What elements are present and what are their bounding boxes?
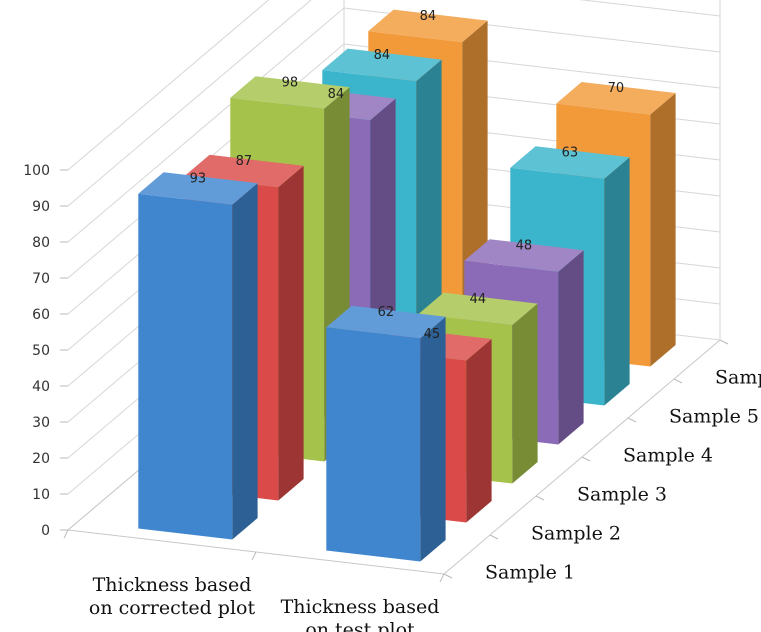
- data-label: 62: [378, 305, 395, 320]
- series-axis-label: Sample 5: [669, 406, 759, 428]
- bar-top: [138, 172, 258, 205]
- category-label-line: Thickness based: [281, 596, 440, 618]
- data-label: 44: [470, 292, 487, 307]
- bar-top: [326, 305, 446, 339]
- data-label: 84: [328, 87, 345, 102]
- series-tick: [489, 534, 499, 540]
- category-tick: [251, 551, 257, 561]
- bar: [138, 172, 258, 540]
- bar-side: [558, 250, 584, 445]
- bars: [138, 9, 676, 562]
- gridline: [67, 0, 270, 171]
- y-tick-label: 20: [32, 451, 50, 467]
- series-axis-label: Sample 1: [485, 562, 575, 584]
- data-label: 98: [282, 75, 299, 90]
- y-tick-label: 10: [32, 487, 50, 503]
- data-label: 84: [374, 48, 391, 63]
- category-tick: [63, 529, 69, 539]
- series-axis-labels: Sample 1 Sample 2 Sample 3 Sample 4 Sample 5…: [485, 367, 761, 584]
- y-tick-label: 40: [32, 379, 50, 395]
- bar-top: [368, 9, 488, 43]
- series-tick: [443, 573, 453, 579]
- data-label: 45: [424, 327, 441, 342]
- bar-side: [604, 157, 630, 406]
- data-label: 84: [420, 9, 437, 24]
- data-label: 87: [236, 154, 253, 169]
- series-tick: [581, 456, 591, 462]
- bar: [326, 305, 446, 562]
- y-tick-label: 70: [32, 271, 50, 287]
- series-tick: [535, 495, 545, 501]
- category-label: Thickness based on corrected plot: [89, 574, 256, 619]
- y-tick-label: 30: [32, 415, 50, 431]
- bar-side: [278, 165, 304, 501]
- data-labels: 84 70 84 63 84 48 98 44 87 45 93 62: [190, 9, 625, 342]
- series-tick: [719, 339, 729, 345]
- y-tick-label: 0: [41, 523, 50, 539]
- bar-side: [650, 93, 676, 367]
- y-tick-label: 80: [32, 235, 50, 251]
- y-tick-label: 50: [32, 343, 50, 359]
- bar-front: [326, 327, 421, 562]
- bar-top: [322, 48, 442, 82]
- bar-side: [420, 316, 446, 562]
- data-label: 48: [516, 238, 533, 253]
- series-axis-label: Sample 6: [715, 367, 761, 389]
- category-label: Thickness based on test plot: [281, 596, 440, 632]
- bar-side: [466, 339, 492, 523]
- series-axis-label: Sample 2: [531, 523, 621, 545]
- series-axis-label: Sample 3: [577, 484, 667, 506]
- series-tick: [673, 378, 683, 384]
- bar-side: [232, 183, 258, 540]
- series-axis-label: Sample 4: [623, 445, 713, 467]
- series-tick: [627, 417, 637, 423]
- category-label-line: on corrected plot: [89, 597, 256, 619]
- category-label-line: Thickness based: [93, 574, 252, 596]
- category-axis-labels: Thickness based on corrected plot Thicknes…: [89, 574, 440, 632]
- data-label: 70: [608, 81, 625, 96]
- y-tick-label: 90: [32, 199, 50, 215]
- y-tick-label: 60: [32, 307, 50, 323]
- bar-top: [510, 146, 630, 179]
- bar-top: [464, 239, 584, 272]
- bar-top: [418, 292, 538, 326]
- bar-side: [512, 303, 538, 484]
- category-label-line: on test plot: [305, 619, 415, 632]
- y-tick-label: 100: [23, 163, 50, 179]
- gridline: [67, 0, 721, 207]
- category-tick: [439, 573, 445, 583]
- y-axis-ticks: 0 10 20 30 40 50 60 70 80 90 100: [23, 163, 68, 539]
- bar-top: [556, 82, 676, 115]
- data-label: 63: [562, 145, 579, 160]
- bar-top: [230, 76, 350, 109]
- bar-front: [138, 193, 233, 540]
- data-label: 93: [190, 171, 207, 186]
